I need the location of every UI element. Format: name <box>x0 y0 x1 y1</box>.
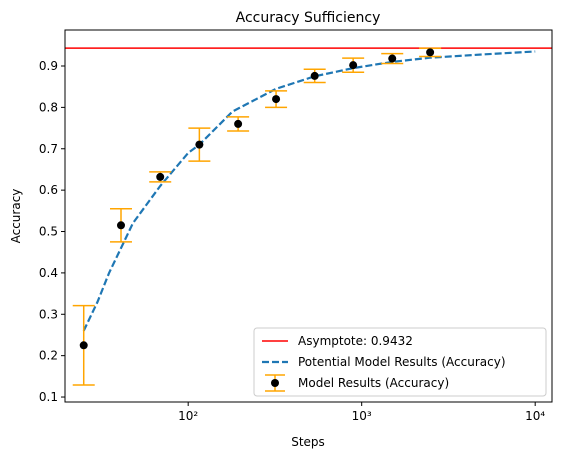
point <box>116 221 125 230</box>
legend-box <box>253 327 547 397</box>
point <box>156 172 165 181</box>
y-tick-label: 0.2 <box>39 349 58 363</box>
y-tick-label: 0.4 <box>39 266 58 280</box>
plot-frame <box>64 29 553 403</box>
legend-label: Asymptote: 0.9432 <box>298 334 413 348</box>
point <box>349 61 358 70</box>
legend-label: Model Results (Accuracy) <box>298 376 449 390</box>
x-tick-label: 10³ <box>352 409 372 423</box>
point <box>272 95 281 104</box>
x-tick-label: 10² <box>178 409 198 423</box>
chart-title: Accuracy Sufficiency <box>236 10 381 26</box>
legend-swatch <box>271 379 279 387</box>
y-tick-label: 0.5 <box>39 225 58 239</box>
curve-line <box>82 50 536 332</box>
y-tick-label: 0.8 <box>39 100 58 114</box>
legend-label: Potential Model Results (Accuracy) <box>298 355 506 369</box>
point <box>79 341 88 350</box>
y-tick-label: 0.6 <box>39 183 58 197</box>
x-axis-label: Steps <box>291 435 325 449</box>
point <box>234 119 243 128</box>
y-tick-label: 0.3 <box>39 307 58 321</box>
y-axis-label: Accuracy <box>9 189 23 244</box>
y-tick-label: 0.7 <box>39 142 58 156</box>
point <box>426 48 435 57</box>
point <box>195 140 204 149</box>
x-tick-label: 10⁴ <box>525 409 545 423</box>
y-tick-label: 0.9 <box>39 59 58 73</box>
point <box>310 71 319 80</box>
y-tick-label: 0.1 <box>39 390 58 404</box>
point <box>388 54 397 63</box>
